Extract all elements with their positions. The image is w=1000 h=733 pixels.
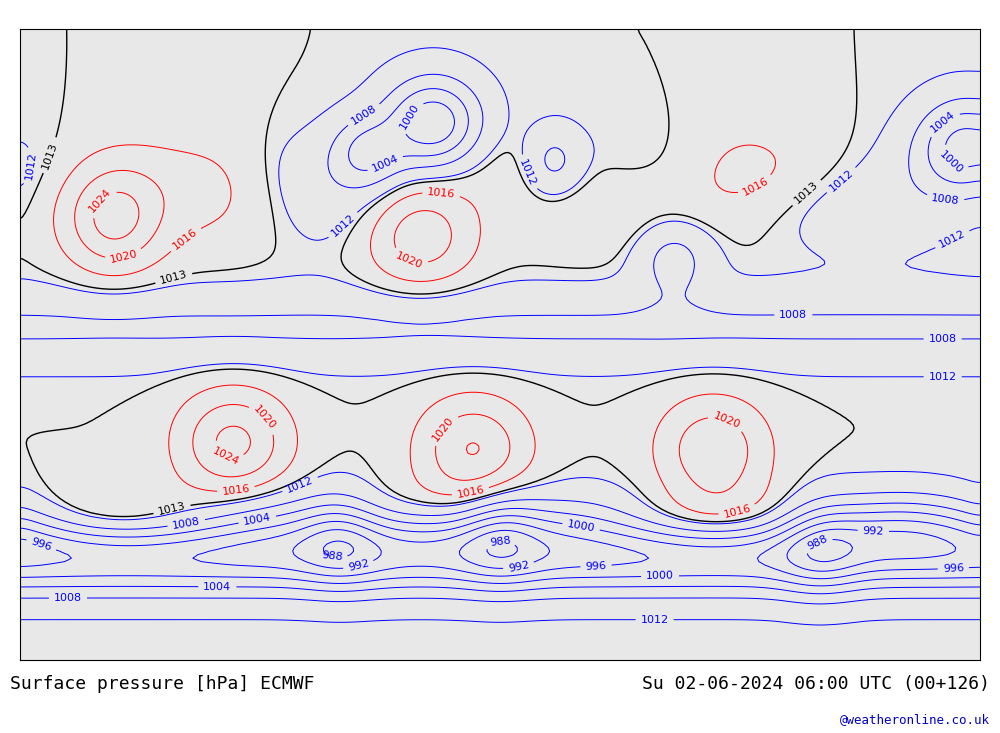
Text: @weatheronline.co.uk: @weatheronline.co.uk — [840, 712, 990, 726]
Text: 1012: 1012 — [929, 372, 957, 382]
Text: 1013: 1013 — [157, 501, 187, 517]
Text: 1000: 1000 — [937, 149, 964, 175]
Text: 1016: 1016 — [723, 504, 752, 520]
Text: 1008: 1008 — [54, 593, 82, 603]
Text: 1004: 1004 — [243, 512, 272, 527]
Text: 992: 992 — [347, 559, 370, 573]
Text: 1020: 1020 — [712, 410, 742, 430]
Text: 1012: 1012 — [285, 475, 315, 495]
Text: 1000: 1000 — [398, 101, 421, 130]
Text: 1012: 1012 — [827, 167, 855, 194]
Text: 1016: 1016 — [456, 485, 485, 500]
Text: 996: 996 — [30, 537, 53, 553]
Text: 1008: 1008 — [929, 334, 957, 344]
Text: 1016: 1016 — [221, 484, 251, 497]
Text: 1013: 1013 — [41, 141, 60, 170]
Text: 988: 988 — [321, 550, 343, 562]
Text: 1020: 1020 — [431, 414, 456, 443]
Text: 988: 988 — [806, 534, 829, 552]
Text: 1000: 1000 — [566, 520, 596, 534]
Text: 1020: 1020 — [251, 404, 278, 432]
Text: 1012: 1012 — [641, 615, 669, 625]
Text: Surface pressure [hPa] ECMWF: Surface pressure [hPa] ECMWF — [10, 674, 314, 693]
Text: 1004: 1004 — [203, 582, 231, 592]
Text: 1024: 1024 — [210, 446, 240, 467]
Text: 1013: 1013 — [793, 180, 820, 206]
Text: 1000: 1000 — [646, 571, 674, 581]
Text: 1024: 1024 — [87, 187, 113, 215]
Text: 1012: 1012 — [24, 151, 38, 180]
Text: 988: 988 — [489, 535, 511, 548]
Text: 1008: 1008 — [779, 310, 807, 320]
Text: 996: 996 — [943, 563, 964, 574]
Text: 1016: 1016 — [171, 226, 199, 251]
Text: 992: 992 — [862, 526, 884, 537]
Text: 1020: 1020 — [109, 249, 139, 265]
Text: 1004: 1004 — [929, 109, 957, 135]
Text: 1012: 1012 — [330, 213, 357, 238]
Text: 1016: 1016 — [741, 176, 771, 198]
Text: 992: 992 — [507, 559, 530, 573]
Text: 1020: 1020 — [394, 251, 424, 270]
Text: 1012: 1012 — [517, 158, 537, 188]
Text: Su 02-06-2024 06:00 UTC (00+126): Su 02-06-2024 06:00 UTC (00+126) — [642, 674, 990, 693]
Text: 1008: 1008 — [931, 194, 960, 207]
Text: 1012: 1012 — [938, 229, 967, 250]
Text: 1013: 1013 — [159, 270, 188, 287]
Text: 1008: 1008 — [172, 516, 201, 531]
Text: 1016: 1016 — [427, 187, 456, 199]
Text: 996: 996 — [585, 561, 607, 572]
Text: 1004: 1004 — [370, 153, 400, 174]
Text: 1008: 1008 — [349, 103, 379, 127]
